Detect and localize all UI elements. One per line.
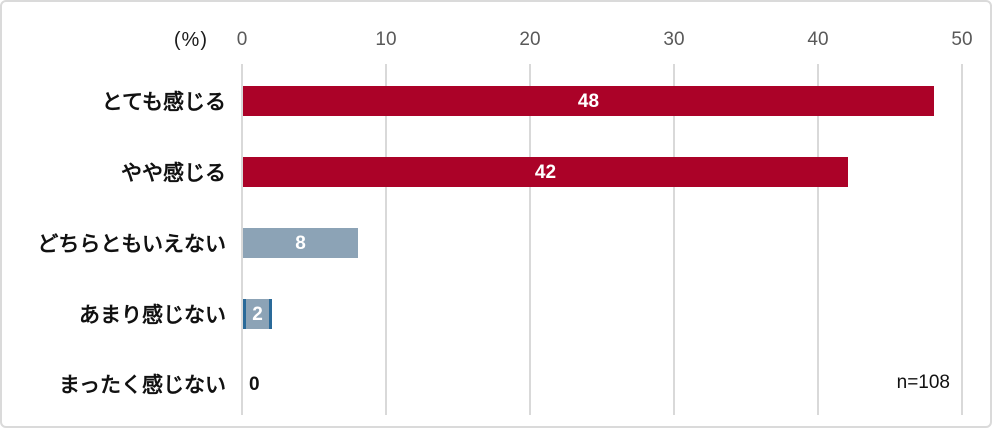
bar-value-label: 2 [252,304,263,325]
gridline [961,64,963,415]
gridline [673,64,675,415]
bar [243,157,848,187]
x-axis-tick-label: 10 [375,29,397,50]
sample-size-label: n=108 [896,372,950,393]
category-label: とても感じる [101,91,226,114]
bar-value-label: 0 [249,374,260,395]
gridline [817,64,819,415]
category-label: やや感じる [121,162,226,185]
bar [243,299,272,329]
bar-value-label: 48 [577,91,600,112]
category-label: どちらともいえない [37,233,226,256]
gridline [385,64,387,415]
bar [243,86,934,116]
bar-value-label: 42 [534,162,557,183]
bar [243,228,358,258]
category-label: あまり感じない [79,304,226,327]
category-label: まったく感じない [58,374,226,397]
gridline [529,64,531,415]
x-axis-tick-label: 20 [519,29,541,50]
x-axis-tick-label: 50 [951,29,973,50]
gridline [241,64,243,415]
percent-axis-label: (%) [173,29,208,51]
bar-value-label: 8 [295,233,306,254]
x-axis-tick-label: 30 [663,29,685,50]
x-axis-tick-label: 40 [807,29,829,50]
x-axis-tick-label: 0 [236,29,248,50]
